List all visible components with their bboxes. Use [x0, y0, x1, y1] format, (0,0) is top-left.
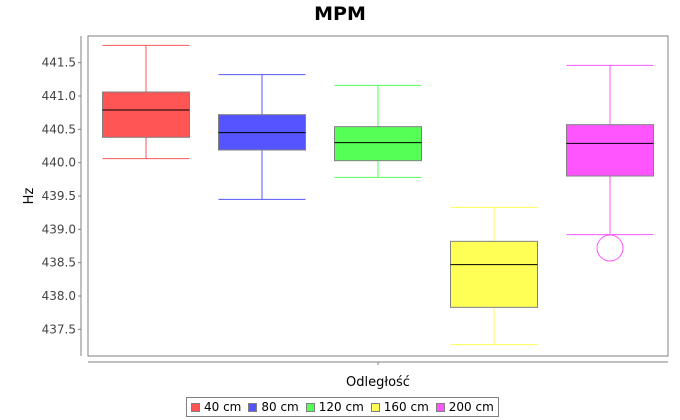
legend-label: 40 cm — [204, 400, 242, 414]
legend-item: 120 cm — [305, 400, 364, 414]
plot-area — [87, 35, 669, 357]
y-tick-label: 441.0 — [42, 89, 76, 103]
y-axis: 437.5 438.0 438.5 439.0 439.5 440.0 440.5 441.0… — [42, 36, 82, 356]
legend-swatch — [435, 402, 445, 412]
y-tick-label: 440.0 — [42, 156, 76, 170]
chart-title: MPM — [314, 3, 366, 25]
legend-item: 200 cm — [435, 400, 494, 414]
legend-label: 80 cm — [261, 400, 299, 414]
box-series-0 — [102, 44, 190, 160]
y-tick-label: 439.5 — [42, 189, 76, 203]
boxes-group — [102, 44, 654, 346]
y-tick-label: 438.5 — [42, 256, 76, 270]
legend-item: 40 cm — [191, 400, 241, 414]
box-series-3 — [450, 206, 538, 346]
y-tick-label: 439.0 — [42, 222, 76, 236]
x-axis-label: Odległość — [346, 375, 410, 390]
box-series-1 — [218, 74, 306, 200]
y-tick-label: 441.5 — [42, 56, 76, 70]
legend-swatch — [305, 402, 315, 412]
legend-swatch — [191, 402, 200, 412]
legend-label: 200 cm — [448, 400, 494, 414]
legend-item: 80 cm — [248, 400, 299, 414]
legend-label: 120 cm — [318, 400, 364, 414]
legend-item: 160 cm — [370, 400, 429, 414]
legend-swatch — [370, 402, 380, 412]
y-tick-label: 440.5 — [42, 122, 76, 136]
box-iqr — [102, 91, 190, 138]
y-tick-label: 437.5 — [42, 322, 76, 336]
box-iqr — [566, 124, 654, 177]
legend: 40 cm 80 cm 120 cm 160 cm 200 cm — [186, 397, 499, 417]
y-tick-label: 438.0 — [42, 289, 76, 303]
box-series-4 — [566, 64, 654, 262]
outlier-point — [596, 234, 624, 262]
box-iqr — [450, 240, 538, 308]
legend-swatch — [248, 402, 258, 412]
y-axis-label: Hz — [22, 188, 37, 205]
box-series-2 — [334, 84, 422, 178]
legend-label: 160 cm — [383, 400, 429, 414]
box-iqr — [334, 126, 422, 162]
